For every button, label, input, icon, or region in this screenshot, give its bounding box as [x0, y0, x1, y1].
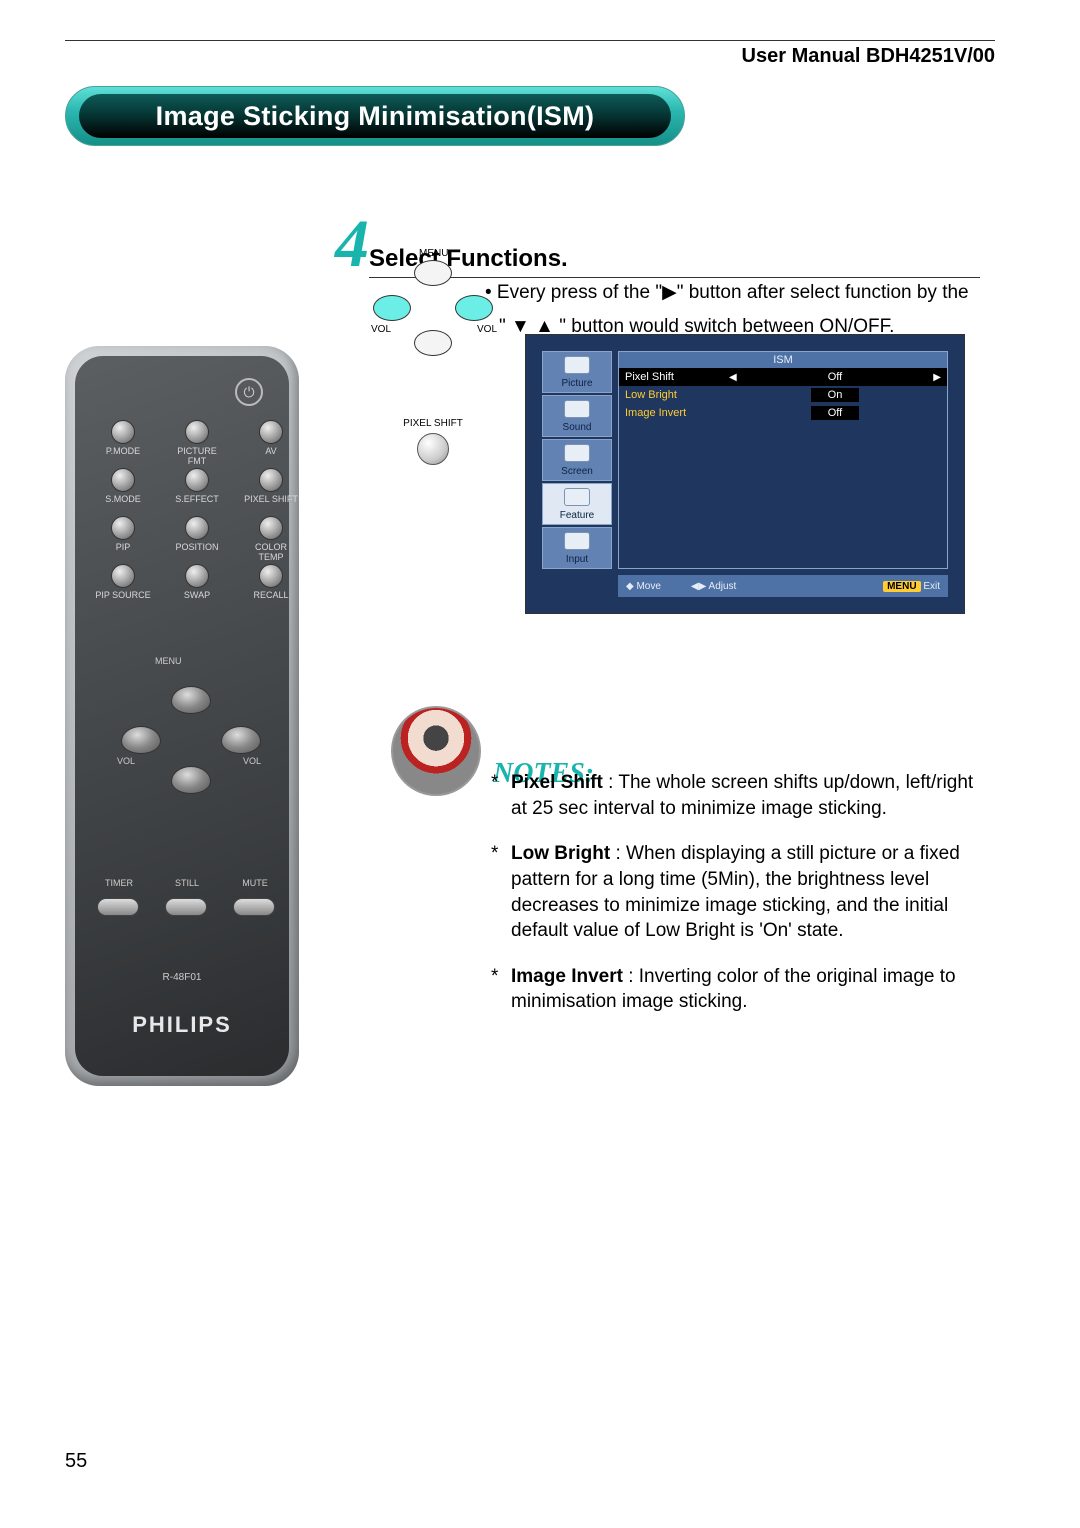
osd-menu-key: MENU [883, 581, 920, 592]
remote-btn-position [185, 516, 209, 540]
power-icon: ⏻ [235, 378, 263, 406]
sd-up [414, 260, 452, 286]
osd-row-value: On [811, 388, 859, 402]
remote-btn-recall [259, 564, 283, 588]
sd-menu-label: MENU [419, 248, 448, 259]
remote-btn-picture-fmt [185, 420, 209, 444]
section-title: Image Sticking Minimisation(ISM) [156, 101, 595, 132]
small-dpad-diagram: MENU VOL VOL PIXEL SHIFT [363, 260, 503, 465]
remote-label: PICTURE FMT [169, 446, 225, 466]
sd-vol-left: VOL [371, 324, 391, 335]
osd-row-value: Off [811, 370, 859, 384]
remote-btn-pip-source [111, 564, 135, 588]
remote-label: S.MODE [95, 494, 151, 504]
remote-brand: PHILIPS [75, 1012, 289, 1038]
remote-model: R-48F01 [75, 972, 289, 983]
osd-footer: ◆ Move ◀▶ Adjust MENU Exit [618, 575, 948, 597]
osd-tab-picture: Picture [542, 351, 612, 393]
note-item: *Low Bright : When displaying a still pi… [491, 841, 990, 944]
remote-btn-swap [185, 564, 209, 588]
remote-pill-mute [233, 898, 275, 916]
dpad-menu-label: MENU [155, 656, 182, 666]
osd-row-pixel-shift: Pixel Shift◀Off▶ [619, 368, 947, 386]
remote-label: PIP SOURCE [95, 590, 151, 600]
osd-tab-icon [564, 532, 590, 550]
notes-section: NOTES: *Pixel Shift : The whole screen s… [391, 706, 990, 1035]
remote-label: COLOR TEMP [243, 542, 299, 562]
sd-vol-right: VOL [477, 324, 497, 335]
note-item: *Image Invert : Inverting color of the o… [491, 964, 990, 1015]
osd-tab-sound: Sound [542, 395, 612, 437]
remote-btn-p.mode [111, 420, 135, 444]
note-term: Image Invert [511, 966, 628, 987]
page-number: 55 [65, 1450, 87, 1473]
osd-screen: PictureSoundScreenFeatureInput ISM Pixel… [525, 334, 965, 614]
remote-label: AV [243, 446, 299, 456]
osd-row-label: Image Invert [625, 407, 725, 419]
remote-pill-timer [97, 898, 139, 916]
bullet-icon: * [491, 770, 505, 821]
osd-row-image-invert: Image Invert Off [619, 404, 947, 422]
osd-tab-screen: Screen [542, 439, 612, 481]
remote-label: PIP [95, 542, 151, 552]
remote-btn-color-temp [259, 516, 283, 540]
dpad-down [171, 766, 211, 794]
osd-title: ISM [619, 352, 947, 368]
remote-btn-av [259, 420, 283, 444]
section-title-pill: Image Sticking Minimisation(ISM) [65, 86, 685, 146]
top-rule [65, 40, 995, 41]
remote-label: PIXEL SHIFT [243, 494, 299, 504]
sd-left [373, 295, 411, 321]
osd-row-value: Off [811, 406, 859, 420]
remote-control: ⏻ [ [20,64],[94,64],[168,64], [20,112],[… [65, 346, 299, 1086]
bullet-icon: * [491, 964, 505, 1015]
remote-pill-label: MUTE [233, 878, 277, 888]
manual-page: User Manual BDH4251V/00 Image Sticking M… [65, 40, 1020, 1086]
osd-exit: Exit [923, 581, 940, 592]
osd-tab-icon [564, 356, 590, 374]
osd-row-label: Low Bright [625, 389, 725, 401]
dpad: MENU VOL VOL [121, 686, 261, 826]
remote-btn-s.mode [111, 468, 135, 492]
dpad-up [171, 686, 211, 714]
remote-label: P.MODE [95, 446, 151, 456]
remote-label: S.EFFECT [169, 494, 225, 504]
remote-btn-pip [111, 516, 135, 540]
bullet-icon: * [491, 841, 505, 944]
remote-label: POSITION [169, 542, 225, 552]
osd-tab-icon [564, 444, 590, 462]
osd-row-low-bright: Low Bright On [619, 386, 947, 404]
osd-move: Move [636, 581, 660, 592]
remote-pill-label: TIMER [97, 878, 141, 888]
osd-row-label: Pixel Shift [625, 371, 725, 383]
remote-btn-pixel-shift [259, 468, 283, 492]
sd-right [455, 295, 493, 321]
bottom-button-row [97, 898, 275, 916]
note-term: Low Bright [511, 843, 615, 864]
osd-tab-feature: Feature [542, 483, 612, 525]
pixel-shift-button-icon [417, 433, 449, 465]
dpad-left [121, 726, 161, 754]
remote-label: SWAP [169, 590, 225, 600]
osd-tab-input: Input [542, 527, 612, 569]
dpad-vol-left-label: VOL [117, 756, 135, 766]
remote-label: RECALL [243, 590, 299, 600]
dpad-right [221, 726, 261, 754]
pixel-shift-label: PIXEL SHIFT [363, 418, 503, 429]
remote-pill-label: STILL [165, 878, 209, 888]
remote-btn-s.effect [185, 468, 209, 492]
remote-pill-still [165, 898, 207, 916]
instruction-line-1: • Every press of the "▶" button after se… [485, 280, 1020, 306]
manual-header: User Manual BDH4251V/00 [65, 45, 1020, 68]
notes-illustration-icon [391, 706, 481, 796]
note-term: Pixel Shift [511, 772, 608, 793]
sd-down [414, 330, 452, 356]
osd-tab-icon [564, 400, 590, 418]
osd-adjust: Adjust [709, 581, 737, 592]
dpad-vol-right-label: VOL [243, 756, 261, 766]
osd-tab-icon [564, 488, 590, 506]
note-item: *Pixel Shift : The whole screen shifts u… [491, 770, 990, 821]
